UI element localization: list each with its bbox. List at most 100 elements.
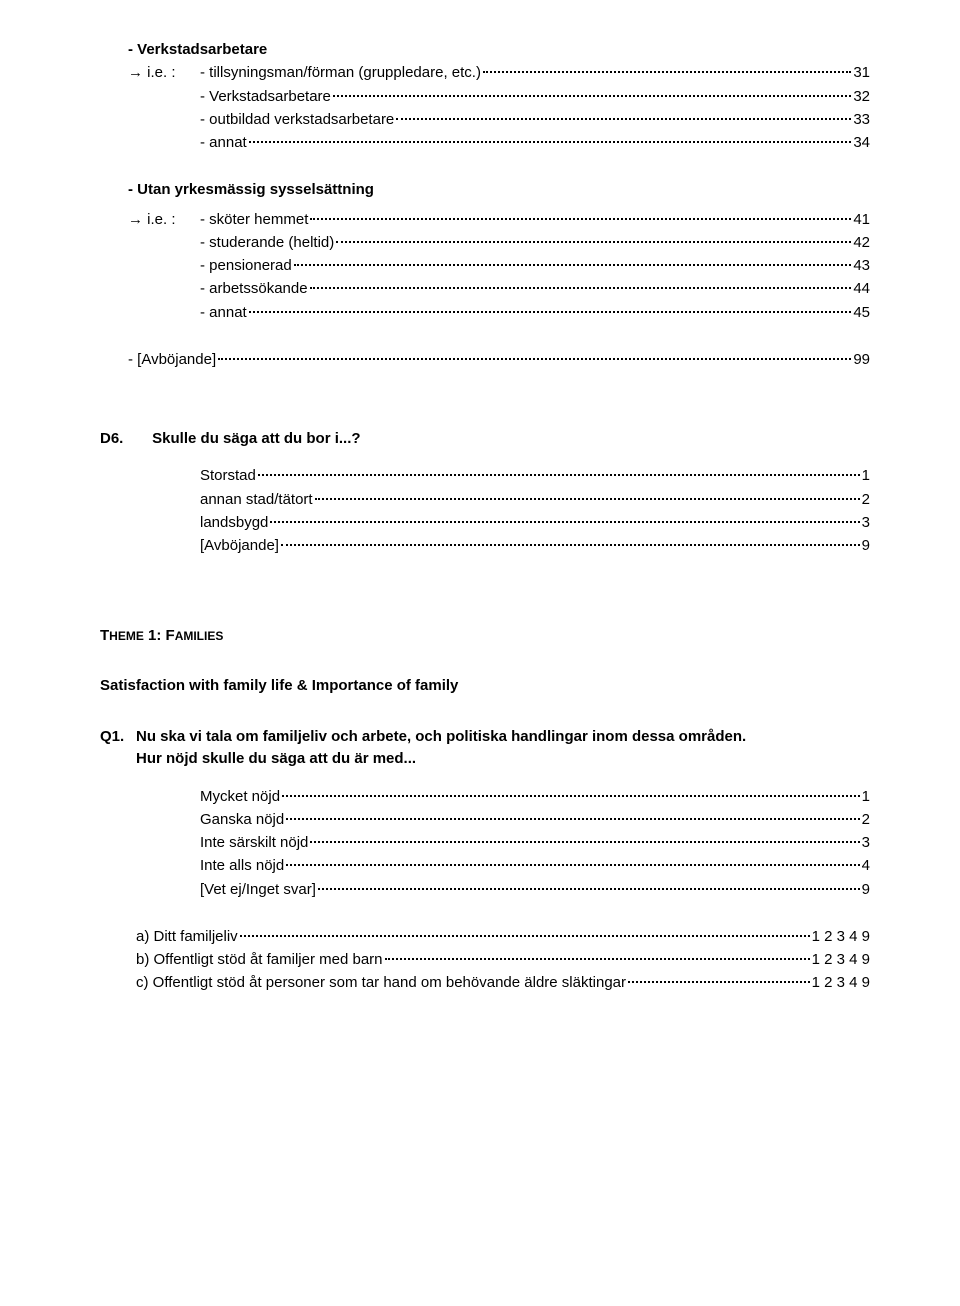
q1-item-b: b) Offentligt stöd åt familjer med barn …: [100, 948, 870, 971]
leader-row: - Verkstadsarbetare 32: [100, 85, 870, 108]
leader-row: - arbetssökande 44: [100, 277, 870, 300]
row-value: 4: [862, 854, 870, 877]
ie-label: i.e. :: [147, 64, 175, 81]
dots-leader: [318, 888, 860, 890]
item-value: 1 2 3 4 9: [812, 948, 870, 971]
leader-row: [Vet ej/Inget svar] 9: [100, 878, 870, 901]
row-label: Mycket nöjd: [200, 785, 280, 808]
leader-row: annan stad/tätort 2: [100, 488, 870, 511]
row-value: 2: [862, 488, 870, 511]
leader-row: - pensionerad 43: [100, 254, 870, 277]
row-label: - tillsyningsman/förman (gruppledare, et…: [200, 61, 481, 84]
q1-text-line1: Nu ska vi tala om familjeliv och arbete,…: [136, 728, 746, 745]
row-value: 9: [862, 878, 870, 901]
dots-leader: [249, 311, 852, 313]
subheading-satisfaction: Satisfaction with family life & Importan…: [100, 674, 870, 697]
leader-row: - studerande (heltid) 42: [100, 231, 870, 254]
row-label: - studerande (heltid): [200, 231, 334, 254]
theme-mid: HEME: [109, 629, 144, 643]
leader-row: - sköter hemmet 41: [200, 208, 870, 231]
theme-prefix: T: [100, 627, 109, 644]
q1-item-a: a) Ditt familjeliv 1 2 3 4 9: [100, 925, 870, 948]
leader-row-avbojande: - [Avböjande] 99: [100, 348, 870, 371]
row-label: landsbygd: [200, 511, 268, 534]
row-value: 99: [853, 348, 870, 371]
dots-leader: [240, 935, 810, 937]
leader-row: Inte alls nöjd 4: [100, 854, 870, 877]
row-label: - outbildad verkstadsarbetare: [200, 108, 394, 131]
row-label: - [Avböjande]: [128, 348, 216, 371]
dots-leader: [286, 864, 859, 866]
dots-leader: [628, 981, 810, 983]
dots-leader: [310, 218, 851, 220]
row-value: 43: [853, 254, 870, 277]
row-value: 3: [862, 831, 870, 854]
row-label: - annat: [200, 131, 247, 154]
row-label: Inte särskilt nöjd: [200, 831, 308, 854]
row-value: 42: [853, 231, 870, 254]
item-label: b) Offentligt stöd åt familjer med barn: [136, 948, 383, 971]
row-label: annan stad/tätort: [200, 488, 313, 511]
leader-row: [Avböjande] 9: [100, 534, 870, 557]
dots-leader: [310, 841, 859, 843]
row-label: Ganska nöjd: [200, 808, 284, 831]
row-label: [Vet ej/Inget svar]: [200, 878, 316, 901]
dots-leader: [385, 958, 810, 960]
dots-leader: [286, 818, 859, 820]
row-label: - arbetssökande: [200, 277, 308, 300]
ie-row-utan: → i.e. : - sköter hemmet 41: [100, 208, 870, 231]
ie-row-verkstad: → i.e. : - tillsyningsman/förman (gruppl…: [100, 61, 870, 84]
q1-text-line2: Hur nöjd skulle du säga att du är med...: [136, 750, 416, 767]
leader-row: - tillsyningsman/förman (gruppledare, et…: [200, 61, 870, 84]
arrow-icon: →: [128, 64, 143, 81]
dots-leader: [281, 544, 860, 546]
row-value: 1: [862, 464, 870, 487]
theme-tail: AMILIES: [175, 629, 224, 643]
dots-leader: [336, 241, 851, 243]
dots-leader: [218, 358, 851, 360]
d6-num: D6.: [100, 427, 148, 450]
row-label: Storstad: [200, 464, 256, 487]
leader-row: Mycket nöjd 1: [100, 785, 870, 808]
heading-verkstadsarbetare: - Verkstadsarbetare: [100, 38, 870, 61]
row-value: 3: [862, 511, 870, 534]
row-value: 1: [862, 785, 870, 808]
q1-num: Q1.: [100, 726, 136, 749]
question-d6-heading: D6. Skulle du säga att du bor i...?: [100, 427, 870, 450]
leader-row: - outbildad verkstadsarbetare 33: [100, 108, 870, 131]
item-value: 1 2 3 4 9: [812, 971, 870, 994]
row-value: 2: [862, 808, 870, 831]
row-value: 45: [853, 301, 870, 324]
item-label: c) Offentligt stöd åt personer som tar h…: [136, 971, 626, 994]
row-value: 33: [853, 108, 870, 131]
dots-leader: [483, 71, 851, 73]
leader-row: - annat 45: [100, 301, 870, 324]
row-label: - sköter hemmet: [200, 208, 308, 231]
leader-row: landsbygd 3: [100, 511, 870, 534]
theme-heading: THEME 1: FAMILIES: [100, 627, 870, 644]
dots-leader: [249, 141, 852, 143]
row-value: 31: [853, 61, 870, 84]
row-label: - pensionerad: [200, 254, 292, 277]
row-label: [Avböjande]: [200, 534, 279, 557]
ie-label: i.e. :: [147, 211, 175, 228]
heading-utan: - Utan yrkesmässig sysselsättning: [100, 178, 870, 201]
document-page: - Verkstadsarbetare → i.e. : - tillsynin…: [0, 0, 960, 1306]
leader-row: - annat 34: [100, 131, 870, 154]
leader-row: Inte särskilt nöjd 3: [100, 831, 870, 854]
row-value: 34: [853, 131, 870, 154]
dots-leader: [315, 498, 860, 500]
row-value: 9: [862, 534, 870, 557]
dots-leader: [282, 795, 860, 797]
leader-row: Storstad 1: [100, 464, 870, 487]
row-value: 32: [853, 85, 870, 108]
dots-leader: [333, 95, 851, 97]
dots-leader: [258, 474, 860, 476]
item-label: a) Ditt familjeliv: [136, 925, 238, 948]
dots-leader: [270, 521, 859, 523]
row-label: - annat: [200, 301, 247, 324]
arrow-icon: →: [128, 211, 143, 228]
item-value: 1 2 3 4 9: [812, 925, 870, 948]
theme-num: 1: F: [144, 627, 175, 644]
q1-item-c: c) Offentligt stöd åt personer som tar h…: [100, 971, 870, 994]
